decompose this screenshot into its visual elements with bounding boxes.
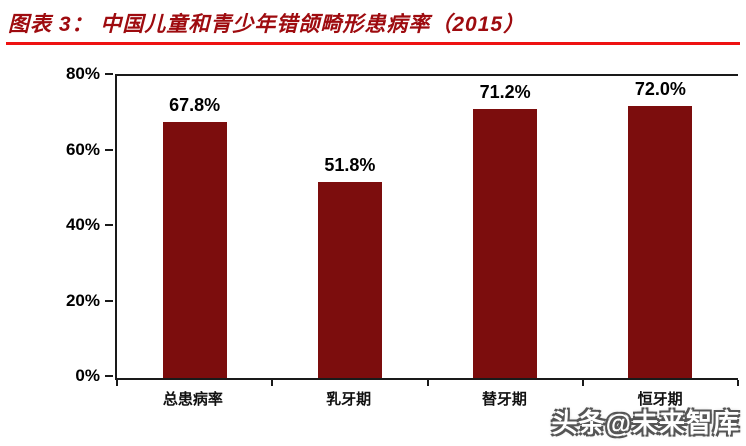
y-tick-mark [105, 73, 113, 75]
watermark: 头条@未来智库 [551, 408, 740, 438]
x-category-label: 总患病率 [162, 391, 223, 408]
bar-column: 72.0% [583, 76, 738, 378]
y-axis: 80% 60% 40% 20% 0% [0, 64, 113, 385]
x-tick-mark [116, 380, 118, 386]
y-tick-label: 80% [65, 64, 100, 83]
y-tick-label: 20% [65, 290, 100, 310]
bar-column: 71.2% [428, 76, 583, 378]
x-category-label: 乳牙期 [326, 391, 372, 408]
bar-value-label: 72.0% [634, 79, 686, 100]
bar [162, 122, 227, 378]
title-underline [6, 42, 740, 45]
bar-column: 67.8% [117, 76, 272, 378]
chart-title: 图表 3： 中国儿童和青少年错颌畸形患病率（2015） [8, 13, 526, 36]
plot-area: 67.8% 51.8% 71.2% 72.0% [115, 74, 739, 386]
x-axis-labels: 总患病率 乳牙期 替牙期 恒牙期 [115, 388, 738, 409]
bar [317, 182, 382, 378]
bar-value-label: 67.8% [169, 95, 221, 116]
y-tick-mark [105, 375, 113, 377]
bar-value-label: 51.8% [324, 155, 376, 176]
y-tick-mark [105, 148, 113, 151]
x-tick-mark [426, 380, 429, 386]
x-tick-mark [271, 380, 274, 386]
x-tick-mark [581, 380, 584, 386]
y-tick-label: 0% [75, 366, 100, 385]
bar [628, 106, 693, 378]
y-tick-mark [105, 299, 113, 302]
x-category-label: 替牙期 [481, 391, 527, 408]
bar [473, 109, 538, 378]
bar-value-label: 71.2% [479, 82, 531, 103]
bar-series: 67.8% 51.8% 71.2% 72.0% [117, 76, 738, 378]
x-tick-mark [737, 380, 739, 386]
bar-column: 51.8% [272, 76, 427, 378]
y-tick-label: 60% [65, 139, 100, 159]
y-tick-mark [105, 224, 113, 226]
x-category-label: 恒牙期 [637, 391, 683, 408]
y-tick-label: 40% [65, 215, 100, 234]
